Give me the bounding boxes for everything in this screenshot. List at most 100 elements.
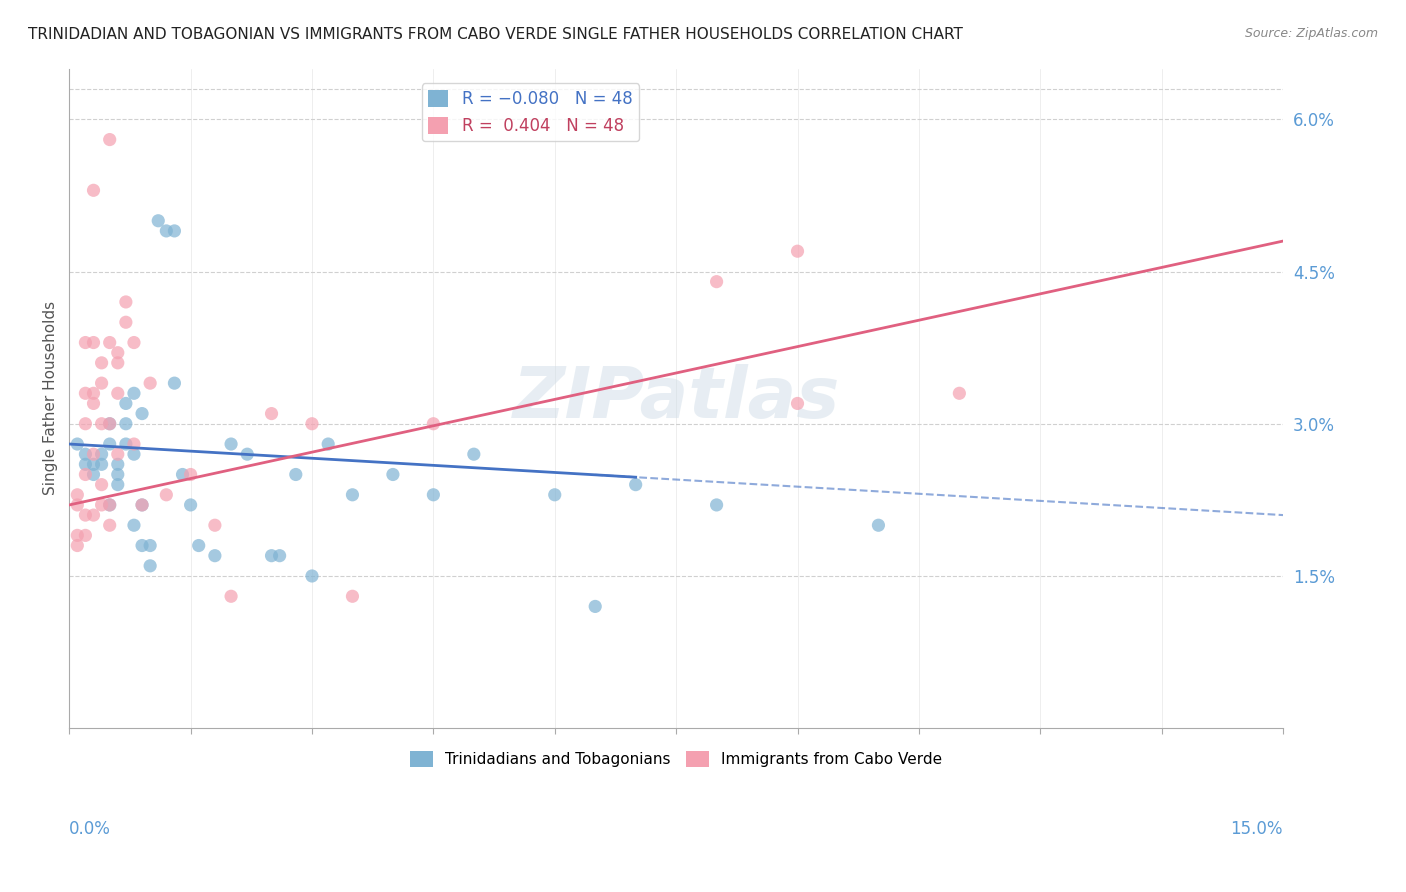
Point [260, 407, 283, 421]
Point [624, 477, 647, 491]
Point [90, 356, 112, 370]
Text: TRINIDADIAN AND TOBAGONIAN VS IMMIGRANTS FROM CABO VERDE SINGLE FATHER HOUSEHOLD: TRINIDADIAN AND TOBAGONIAN VS IMMIGRANTS… [28, 27, 963, 42]
Text: ZIPatlas: ZIPatlas [512, 364, 839, 433]
Point [66, 488, 89, 502]
Point [115, 396, 138, 410]
Point [107, 447, 129, 461]
Point [98, 437, 121, 451]
Point [180, 467, 202, 482]
Point [786, 396, 808, 410]
Point [868, 518, 890, 533]
Point [204, 518, 226, 533]
Point [301, 569, 323, 583]
Point [83, 335, 105, 350]
Point [342, 589, 364, 603]
Point [90, 376, 112, 391]
Point [122, 518, 145, 533]
Point [155, 224, 177, 238]
Point [301, 417, 323, 431]
Point [98, 132, 121, 146]
Point [115, 315, 138, 329]
Point [115, 437, 138, 451]
Point [98, 518, 121, 533]
Point [75, 447, 97, 461]
Point [139, 558, 162, 573]
Point [83, 508, 105, 522]
Point [115, 417, 138, 431]
Point [204, 549, 226, 563]
Point [75, 386, 97, 401]
Point [422, 488, 444, 502]
Point [316, 437, 339, 451]
Text: 0.0%: 0.0% [69, 820, 111, 838]
Point [122, 447, 145, 461]
Point [90, 498, 112, 512]
Point [148, 213, 170, 227]
Point [131, 498, 153, 512]
Point [66, 498, 89, 512]
Point [98, 335, 121, 350]
Point [75, 417, 97, 431]
Point [269, 549, 291, 563]
Point [107, 477, 129, 491]
Point [706, 498, 728, 512]
Point [107, 467, 129, 482]
Point [155, 488, 177, 502]
Point [83, 447, 105, 461]
Point [284, 467, 307, 482]
Point [83, 396, 105, 410]
Point [948, 386, 970, 401]
Point [122, 386, 145, 401]
Point [83, 467, 105, 482]
Point [131, 539, 153, 553]
Point [463, 447, 485, 461]
Point [107, 345, 129, 359]
Point [131, 407, 153, 421]
Point [172, 467, 194, 482]
Point [544, 488, 567, 502]
Point [98, 498, 121, 512]
Point [139, 376, 162, 391]
Point [342, 488, 364, 502]
Point [131, 498, 153, 512]
Point [107, 458, 129, 472]
Point [66, 528, 89, 542]
Text: Source: ZipAtlas.com: Source: ZipAtlas.com [1244, 27, 1378, 40]
Point [187, 539, 209, 553]
Point [75, 458, 97, 472]
Point [83, 183, 105, 197]
Y-axis label: Single Father Households: Single Father Households [44, 301, 58, 495]
Point [583, 599, 606, 614]
Point [75, 467, 97, 482]
Point [98, 417, 121, 431]
Point [219, 589, 242, 603]
Point [90, 447, 112, 461]
Point [122, 335, 145, 350]
Legend: Trinidadians and Tobagonians, Immigrants from Cabo Verde: Trinidadians and Tobagonians, Immigrants… [404, 745, 948, 773]
Point [98, 498, 121, 512]
Point [83, 386, 105, 401]
Point [139, 539, 162, 553]
Point [90, 477, 112, 491]
Point [66, 539, 89, 553]
Point [107, 356, 129, 370]
Point [422, 417, 444, 431]
Point [236, 447, 259, 461]
Point [83, 458, 105, 472]
Point [706, 275, 728, 289]
Point [90, 417, 112, 431]
Point [163, 224, 186, 238]
Point [107, 386, 129, 401]
Point [75, 335, 97, 350]
Point [75, 528, 97, 542]
Point [260, 549, 283, 563]
Point [90, 458, 112, 472]
Point [163, 376, 186, 391]
Point [219, 437, 242, 451]
Point [180, 498, 202, 512]
Point [75, 508, 97, 522]
Text: 15.0%: 15.0% [1230, 820, 1284, 838]
Point [122, 437, 145, 451]
Point [381, 467, 404, 482]
Point [66, 437, 89, 451]
